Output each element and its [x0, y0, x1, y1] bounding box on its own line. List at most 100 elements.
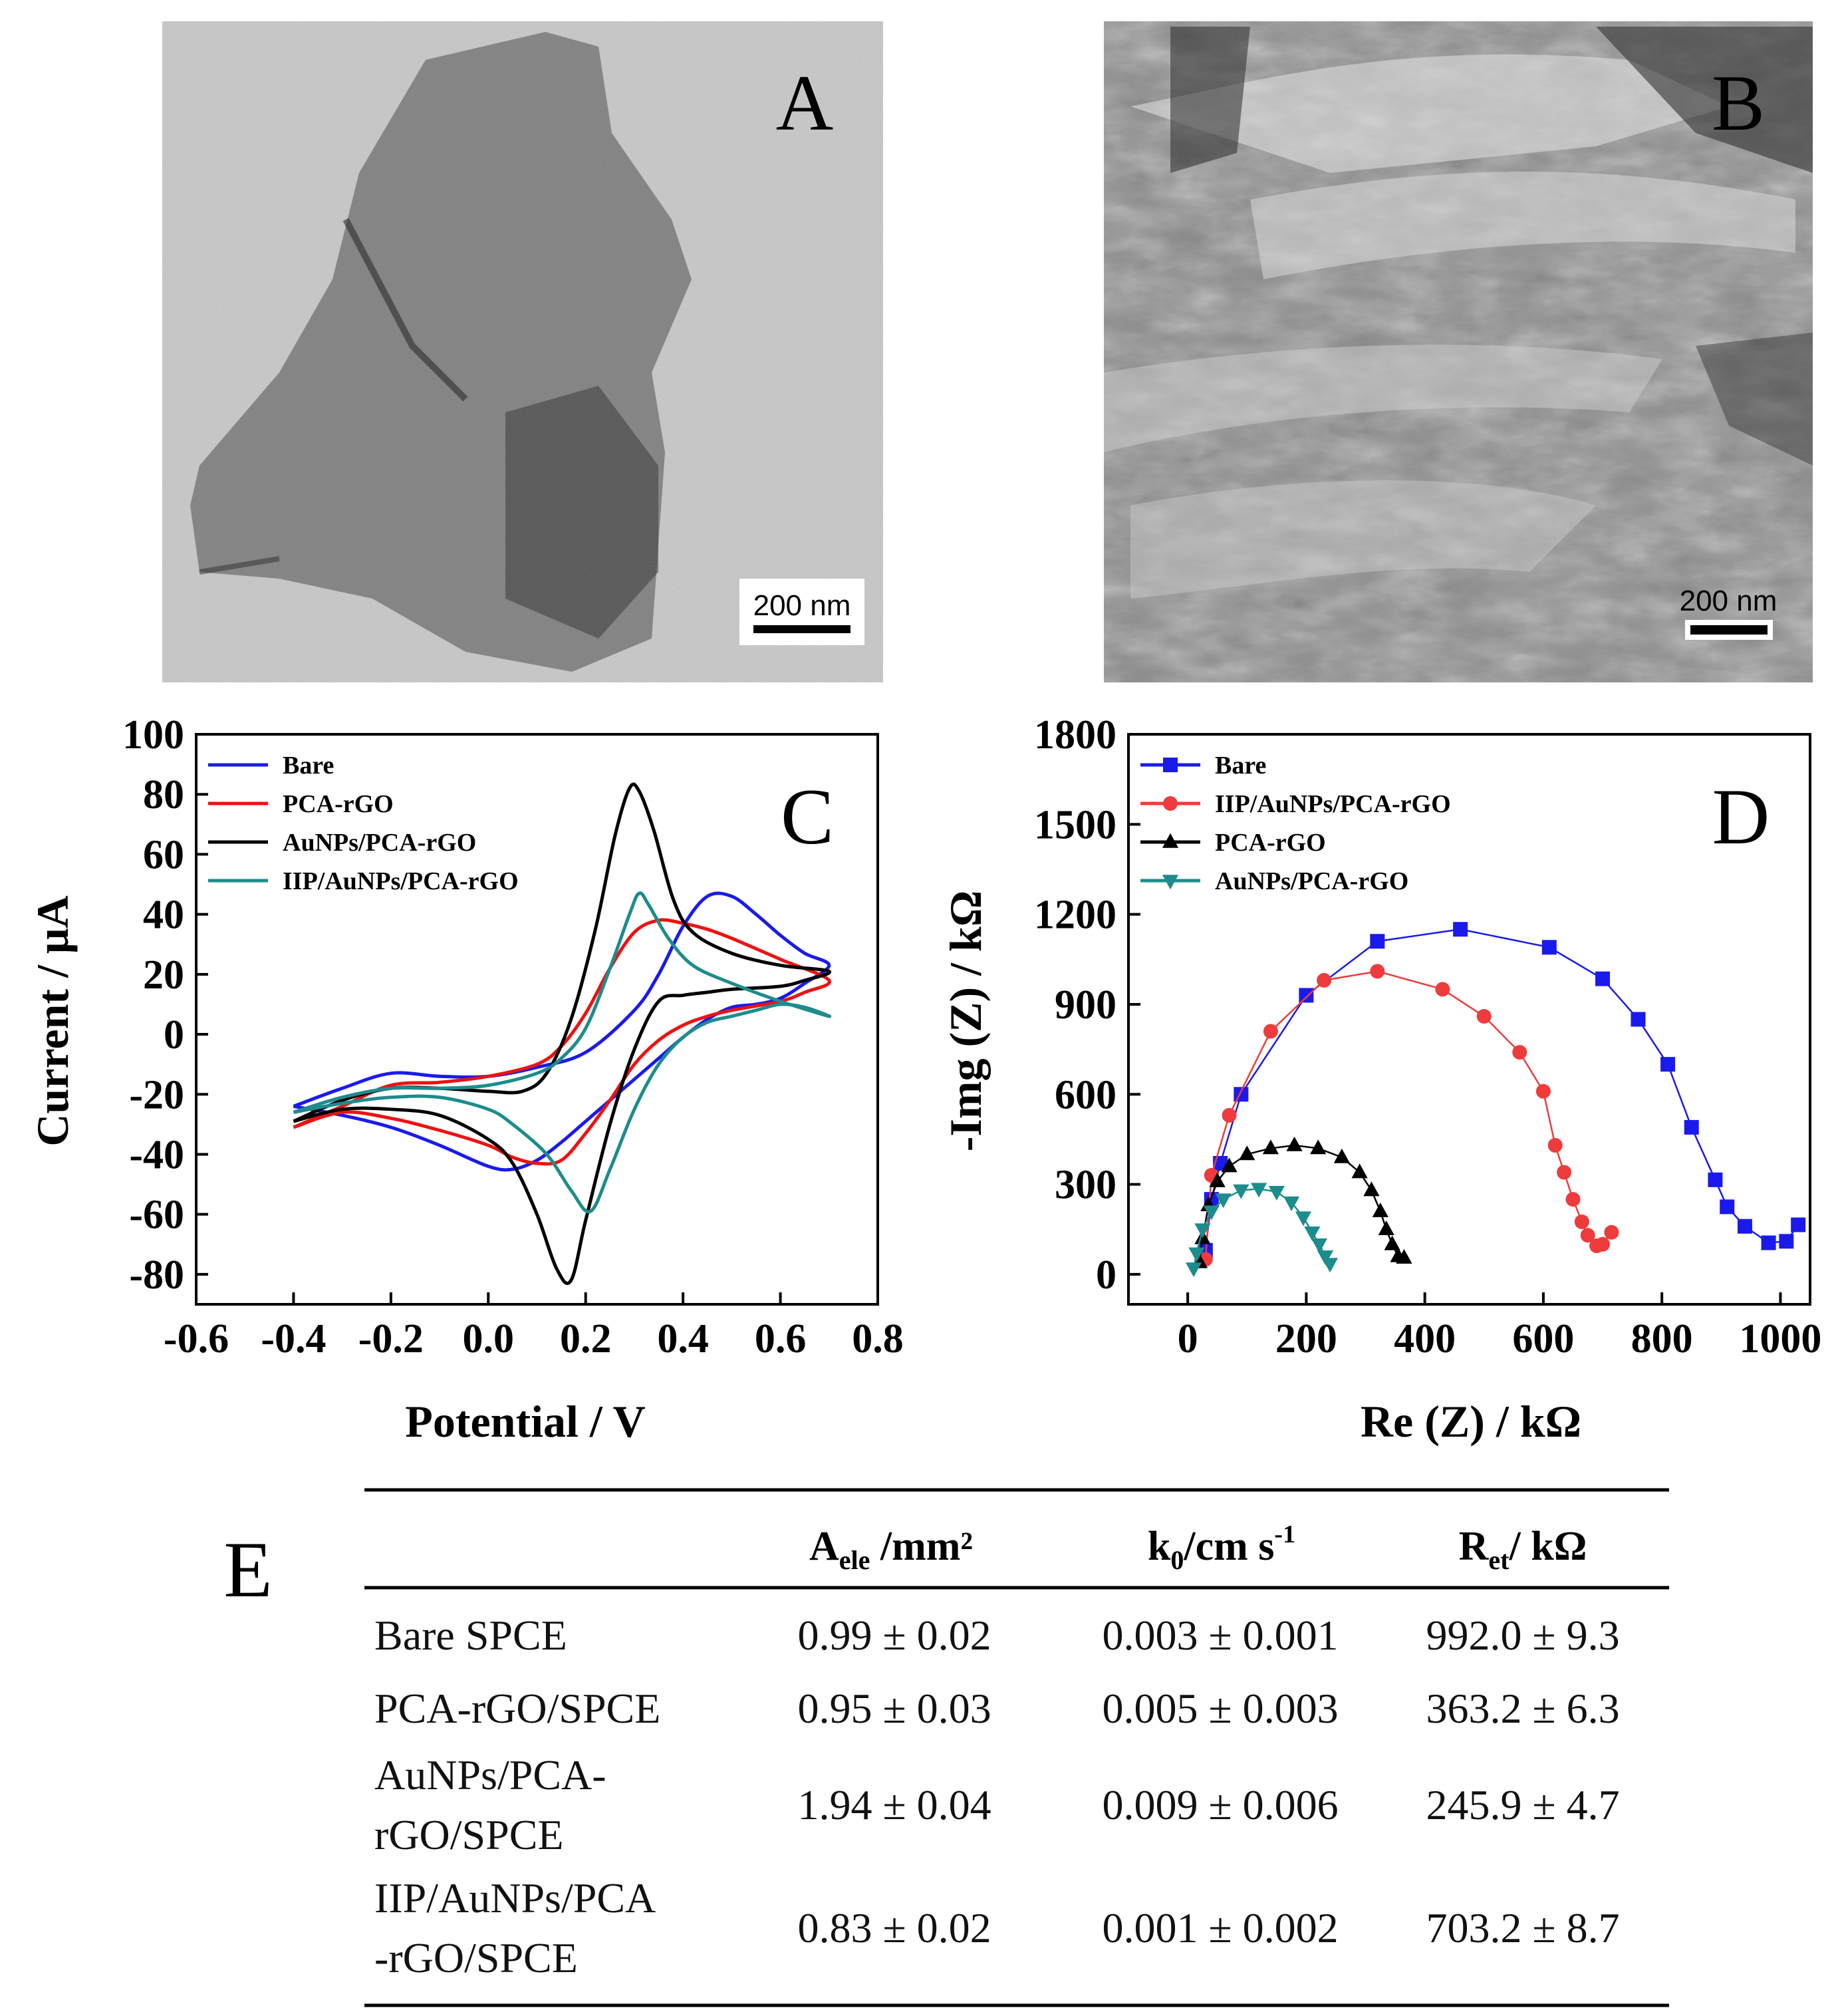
x-tick-label: 0 — [1178, 1316, 1198, 1362]
cell-ret: 992.0 ± 9.3 — [1426, 1612, 1619, 1659]
panel-b-sem-image: 200 nm — [1104, 21, 1813, 682]
cell-area: 1.94 ± 0.04 — [797, 1781, 991, 1828]
cell-ret: 703.2 ± 8.7 — [1426, 1904, 1619, 1951]
column-header-ret: Ret/ kΩ — [1459, 1524, 1587, 1575]
table-row: Bare SPCE 0.99 ± 0.02 0.003 ± 0.001 992.… — [374, 1612, 1620, 1659]
series-line — [293, 891, 831, 1214]
x-tick-label: 800 — [1631, 1316, 1693, 1362]
data-point — [1239, 1145, 1255, 1161]
data-point — [1234, 1087, 1249, 1102]
x-tick-label: 0.4 — [657, 1316, 709, 1362]
y-tick-label: -20 — [129, 1072, 184, 1117]
panel-a-tem-image: 200 nm — [162, 21, 883, 682]
data-point — [1310, 1139, 1327, 1155]
row-label-line-2: rGO/SPCE — [374, 1811, 564, 1858]
row-label: Bare SPCE — [374, 1612, 567, 1659]
data-point — [1321, 1258, 1339, 1273]
panel-label-c: C — [781, 772, 834, 861]
plot-frame — [195, 733, 879, 1306]
legend-marker — [1162, 875, 1179, 890]
series-line — [1204, 970, 1613, 1260]
data-point — [1512, 1045, 1527, 1060]
cv-chart: -0.6 -0.4 -0.2 0.0 0.2 0.4 0.6 0.8 -80 -60 -40 -20 0… — [27, 712, 904, 1447]
row-label-line-2: -rGO/SPCE — [374, 1934, 578, 1981]
plot-frame — [1127, 733, 1811, 1306]
panel-label-b: B — [1712, 59, 1765, 147]
x-tick-label: -0.2 — [358, 1316, 424, 1362]
data-point — [1233, 1184, 1249, 1199]
data-point — [1370, 934, 1385, 949]
y-tick-label: 900 — [1055, 982, 1116, 1028]
series-pca-rgo — [293, 918, 831, 1166]
data-point — [1209, 1172, 1226, 1187]
row-label: PCA-rGO/SPCE — [374, 1685, 660, 1732]
y-tick-label: 60 — [143, 832, 184, 877]
x-tick-label: 400 — [1394, 1316, 1456, 1362]
x-tick-label: 0.0 — [463, 1316, 515, 1362]
table-row: PCA-rGO/SPCE 0.95 ± 0.03 0.005 ± 0.003 3… — [374, 1685, 1620, 1732]
legend-label: Bare — [1215, 752, 1266, 780]
legend-label: PCA-rGO — [1215, 829, 1326, 857]
data-point — [1203, 1205, 1220, 1221]
table-row: AuNPs/PCA- rGO/SPCE 1.94 ± 0.04 0.009 ± … — [374, 1751, 1620, 1858]
series-aunps-pca-rgo — [1185, 1183, 1339, 1278]
legend-label: AuNPs/PCA-rGO — [1215, 867, 1408, 895]
x-tick-label: 1000 — [1739, 1316, 1821, 1362]
cell-area: 0.83 ± 0.02 — [797, 1904, 991, 1951]
data-point — [1363, 1181, 1380, 1197]
data-point — [1351, 1163, 1368, 1179]
y-tick-label: 0 — [164, 1012, 184, 1058]
series-bare — [1198, 922, 1806, 1258]
x-tick-label: -0.4 — [261, 1316, 326, 1362]
cell-ret: 363.2 ± 6.3 — [1426, 1685, 1619, 1732]
scale-bar-label: 200 nm — [753, 589, 851, 622]
cell-k0: 0.001 ± 0.002 — [1102, 1904, 1338, 1951]
data-point — [1547, 1137, 1563, 1153]
data-point — [1372, 1202, 1388, 1217]
series-aunps-pca-rgo — [293, 782, 831, 1285]
data-point — [1188, 1247, 1205, 1262]
scale-bar-label: 200 nm — [1680, 585, 1777, 617]
y-tick-label: -80 — [129, 1252, 184, 1298]
legend-marker — [1163, 758, 1178, 772]
data-point — [1194, 1223, 1211, 1238]
data-point — [1378, 1221, 1394, 1236]
y-axis-title: Current / μA — [27, 895, 78, 1146]
cell-k0: 0.003 ± 0.001 — [1102, 1612, 1338, 1659]
data-point — [1761, 1235, 1776, 1250]
data-point — [1286, 1136, 1303, 1151]
data-point — [1604, 1224, 1619, 1240]
series-line — [293, 891, 831, 1172]
data-point — [1384, 1235, 1400, 1250]
x-tick-label: 600 — [1512, 1316, 1574, 1362]
legend-label: Bare — [283, 752, 334, 780]
data-point — [1268, 1186, 1285, 1201]
column-header-area: Aele /mm² — [809, 1524, 973, 1575]
panel-label-a: A — [776, 59, 834, 147]
x-tick-label: -0.6 — [164, 1316, 229, 1362]
data-point — [1557, 1165, 1572, 1180]
y-axis-title: -Img (Z) / kΩ — [940, 891, 991, 1152]
panel-label-e: E — [223, 1525, 272, 1614]
cell-k0: 0.009 ± 0.006 — [1102, 1781, 1338, 1828]
data-point — [1791, 1217, 1806, 1232]
table-row: IIP/AuNPs/PCA -rGO/SPCE 0.83 ± 0.02 0.00… — [374, 1874, 1620, 1981]
legend-label: AuNPs/PCA-rGO — [283, 829, 476, 857]
x-tick-label: 0.2 — [560, 1316, 612, 1362]
data-point — [1580, 1228, 1595, 1243]
data-point — [1396, 1248, 1412, 1264]
data-point — [1684, 1119, 1699, 1135]
data-point — [1215, 1193, 1232, 1209]
series-line — [293, 918, 831, 1166]
data-point — [1299, 988, 1314, 1003]
y-tick-label: 1200 — [1034, 893, 1116, 938]
legend-label: IIP/AuNPs/PCA-rGO — [1215, 790, 1451, 818]
y-tick-label: 0 — [1096, 1252, 1116, 1298]
data-point — [1370, 964, 1385, 979]
scale-bar — [753, 625, 851, 633]
data-point — [1304, 1226, 1321, 1241]
data-point — [1333, 1148, 1350, 1163]
data-point — [1631, 1012, 1646, 1027]
y-tick-label: 20 — [143, 952, 184, 998]
y-tick-label: 40 — [143, 893, 184, 938]
